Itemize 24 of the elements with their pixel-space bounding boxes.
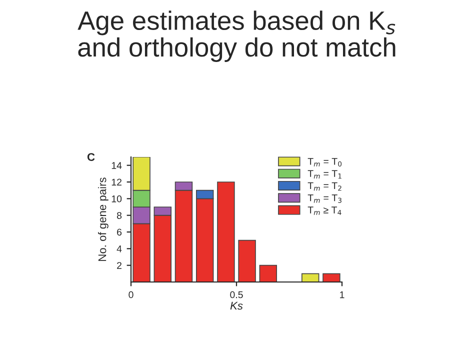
y-tick-label: 12	[112, 178, 122, 186]
bar	[259, 264, 278, 282]
x-tick-label: 0	[128, 291, 134, 298]
y-axis-title: No. of gene pairs	[98, 178, 108, 261]
y-tick-label: 6	[117, 228, 122, 236]
bar	[217, 182, 235, 282]
bar	[301, 273, 320, 282]
legend-label: T$_{m}$ = T$_{1}$	[308, 170, 342, 179]
legend-label: T$_{m}$ ≥ T$_{4}$	[308, 206, 342, 215]
bar	[322, 273, 340, 282]
chart-title: Age estimates based on K$_{s}$ and orthology do not match	[78, 10, 396, 62]
y-tick-label: 8	[116, 212, 122, 219]
legend-label: T$_{m}$ = T$_{2}$	[308, 182, 342, 191]
legend-label: T$_{m}$ = T$_{3}$	[308, 194, 342, 203]
x-tick-label: 0.5	[230, 291, 243, 298]
text: C	[87, 153, 95, 161]
y-tick-label: 10	[112, 195, 122, 202]
bar	[238, 240, 256, 282]
y-tick-label: 4	[116, 246, 122, 252]
y-tick-label: 2	[117, 262, 122, 269]
y-tick-label: 14	[112, 162, 122, 169]
x-tick-label: 1	[340, 291, 344, 298]
x-axis-title: Ks	[230, 302, 243, 310]
legend-label: T$_{m}$ = T$_{0}$	[308, 158, 342, 166]
